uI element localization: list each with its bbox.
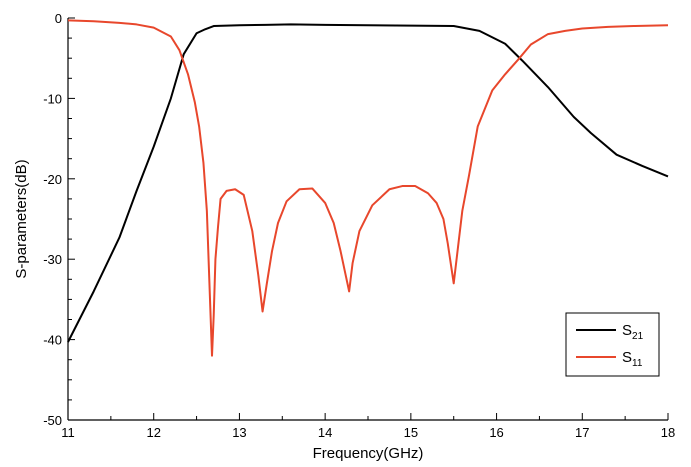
legend-label-s21-main: S <box>622 322 632 339</box>
y-axis-ticks: 0 -10 -20 -30 -40 -50 <box>43 11 75 428</box>
y-tick-label: 0 <box>55 11 62 26</box>
x-axis-title: Frequency(GHz) <box>313 445 424 462</box>
legend-label-s11: S11 <box>622 349 643 369</box>
series-line-s11 <box>67 19 669 357</box>
y-axis-title: S-parameters(dB) <box>13 159 30 278</box>
legend-label-s21: S21 <box>622 322 644 342</box>
legend-label-s11-sub: 11 <box>632 358 643 369</box>
legend-label-s21-sub: 21 <box>632 331 644 342</box>
legend-label-s11-main: S <box>622 349 632 366</box>
x-tick-label: 16 <box>489 425 503 440</box>
y-tick-label: -50 <box>43 413 62 428</box>
series-line-s21 <box>67 23 669 343</box>
y-tick-label: -20 <box>43 172 62 187</box>
x-tick-label: 12 <box>146 425 160 440</box>
legend: S21 S11 <box>565 312 660 377</box>
y-tick-label: -10 <box>43 91 62 106</box>
x-tick-label: 14 <box>318 425 332 440</box>
legend-box <box>565 312 660 377</box>
y-tick-label: -40 <box>43 333 62 348</box>
y-tick-label: -30 <box>43 252 62 267</box>
x-tick-label: 15 <box>404 425 418 440</box>
series-layer <box>67 19 669 357</box>
x-tick-label: 17 <box>575 425 589 440</box>
x-tick-label: 18 <box>661 425 675 440</box>
x-tick-label: 11 <box>61 425 75 440</box>
x-axis-ticks: 11 12 13 14 15 16 17 18 <box>61 413 675 440</box>
x-tick-label: 13 <box>232 425 246 440</box>
